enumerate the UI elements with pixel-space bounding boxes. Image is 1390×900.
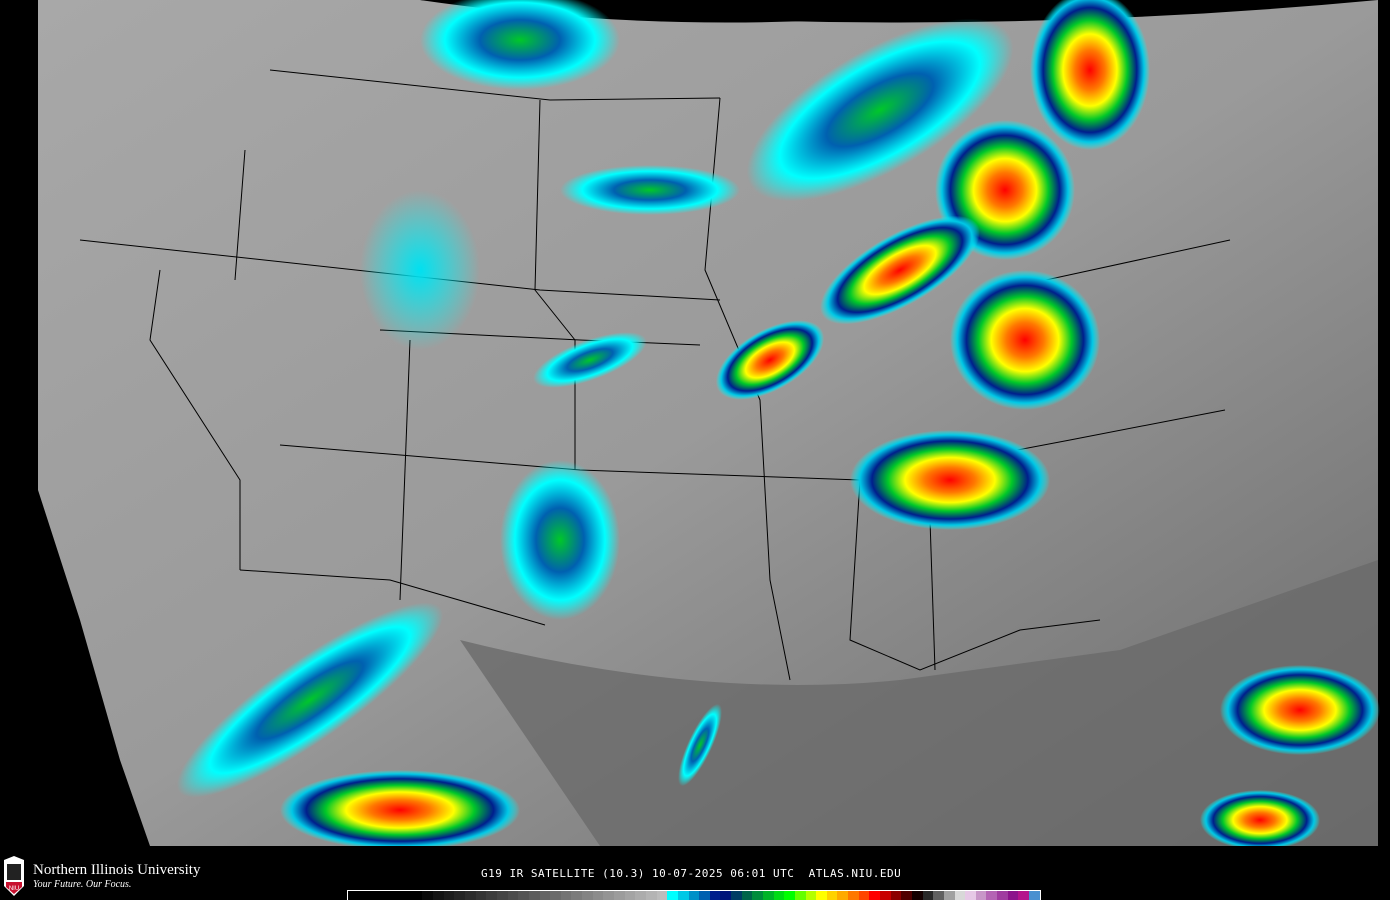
colorbar-swatch [550, 891, 561, 900]
colorbar-swatch [986, 891, 998, 900]
colorbar-swatch [752, 891, 763, 900]
university-name: Northern Illinois University [33, 862, 201, 878]
colorbar-swatch [794, 891, 806, 900]
colorbar-swatch [741, 891, 753, 900]
colorbar-swatch [411, 891, 423, 900]
colorbar-swatch [688, 891, 700, 900]
colorbar-swatch [486, 891, 497, 900]
colorbar-swatch [560, 891, 572, 900]
state-borders [79, 69, 1231, 681]
colorbar-swatch [869, 891, 881, 900]
colorbar-swatch [837, 891, 849, 900]
colorbar-swatch [507, 891, 519, 900]
colorbar-swatch [773, 891, 785, 900]
colorbar-swatch [762, 891, 774, 900]
colorbar-swatch [858, 891, 870, 900]
colorbar-swatch [496, 891, 508, 900]
colorbar-swatch [454, 891, 466, 900]
colorbar-swatch [348, 891, 359, 900]
colorbar-swatch [911, 891, 923, 900]
colorbar-swatch [1018, 891, 1029, 900]
colorbar-swatch [667, 891, 678, 900]
colorbar-swatch [433, 891, 444, 900]
colorbar-swatch [401, 891, 412, 900]
colorbar-swatch [699, 891, 710, 900]
colorbar-swatch [369, 891, 380, 900]
niu-logo: NIU [4, 856, 24, 896]
colorbar-swatch [624, 891, 636, 900]
colorbar-swatch [965, 891, 976, 900]
colorbar-swatch [890, 891, 902, 900]
colorbar-swatch [528, 891, 540, 900]
colorbar-swatch [603, 891, 615, 900]
colorbar-swatch [784, 891, 795, 900]
colorbar-swatch [422, 891, 434, 900]
colorbar-swatch [475, 891, 487, 900]
colorbar-swatch [614, 891, 625, 900]
colorbar-swatch [901, 891, 912, 900]
colorbar-swatch [1029, 891, 1040, 900]
colorbar-swatch [709, 891, 721, 900]
colorbar-swatch [518, 891, 529, 900]
colorbar-swatch [571, 891, 583, 900]
product-caption: G19 IR SATELLITE (10.3) 10-07-2025 06:01… [481, 867, 902, 880]
colorbar-swatch [805, 891, 817, 900]
colorbar-swatch [592, 891, 604, 900]
colorbar-swatch [997, 891, 1008, 900]
colorbar-swatch [645, 891, 657, 900]
colorbar-swatch [943, 891, 955, 900]
svg-text:NIU: NIU [9, 886, 19, 892]
colorbar-swatch [826, 891, 838, 900]
colorbar-swatch [922, 891, 934, 900]
colorbar-swatch [379, 891, 391, 900]
colorbar-swatch [390, 891, 402, 900]
colorbar-swatch [677, 891, 689, 900]
colorbar-swatch [933, 891, 944, 900]
colorbar-swatch [720, 891, 732, 900]
temperature-colorbar [347, 890, 1041, 900]
colorbar-swatch [880, 891, 891, 900]
colorbar-swatch [539, 891, 551, 900]
university-tagline: Your Future. Our Focus. [33, 879, 132, 890]
colorbar-swatch [582, 891, 593, 900]
colorbar-swatch [656, 891, 668, 900]
colorbar-swatch [848, 891, 859, 900]
colorbar-swatch [443, 891, 455, 900]
colorbar-swatch [816, 891, 827, 900]
colorbar-swatch [954, 891, 966, 900]
colorbar-swatch [731, 891, 742, 900]
colorbar-swatch [465, 891, 476, 900]
colorbar-swatch [975, 891, 987, 900]
colorbar-swatch [1007, 891, 1019, 900]
colorbar-swatch [358, 891, 370, 900]
cloud-cover [176, 0, 1380, 846]
satellite-map [38, 0, 1380, 846]
colorbar-swatch [635, 891, 646, 900]
